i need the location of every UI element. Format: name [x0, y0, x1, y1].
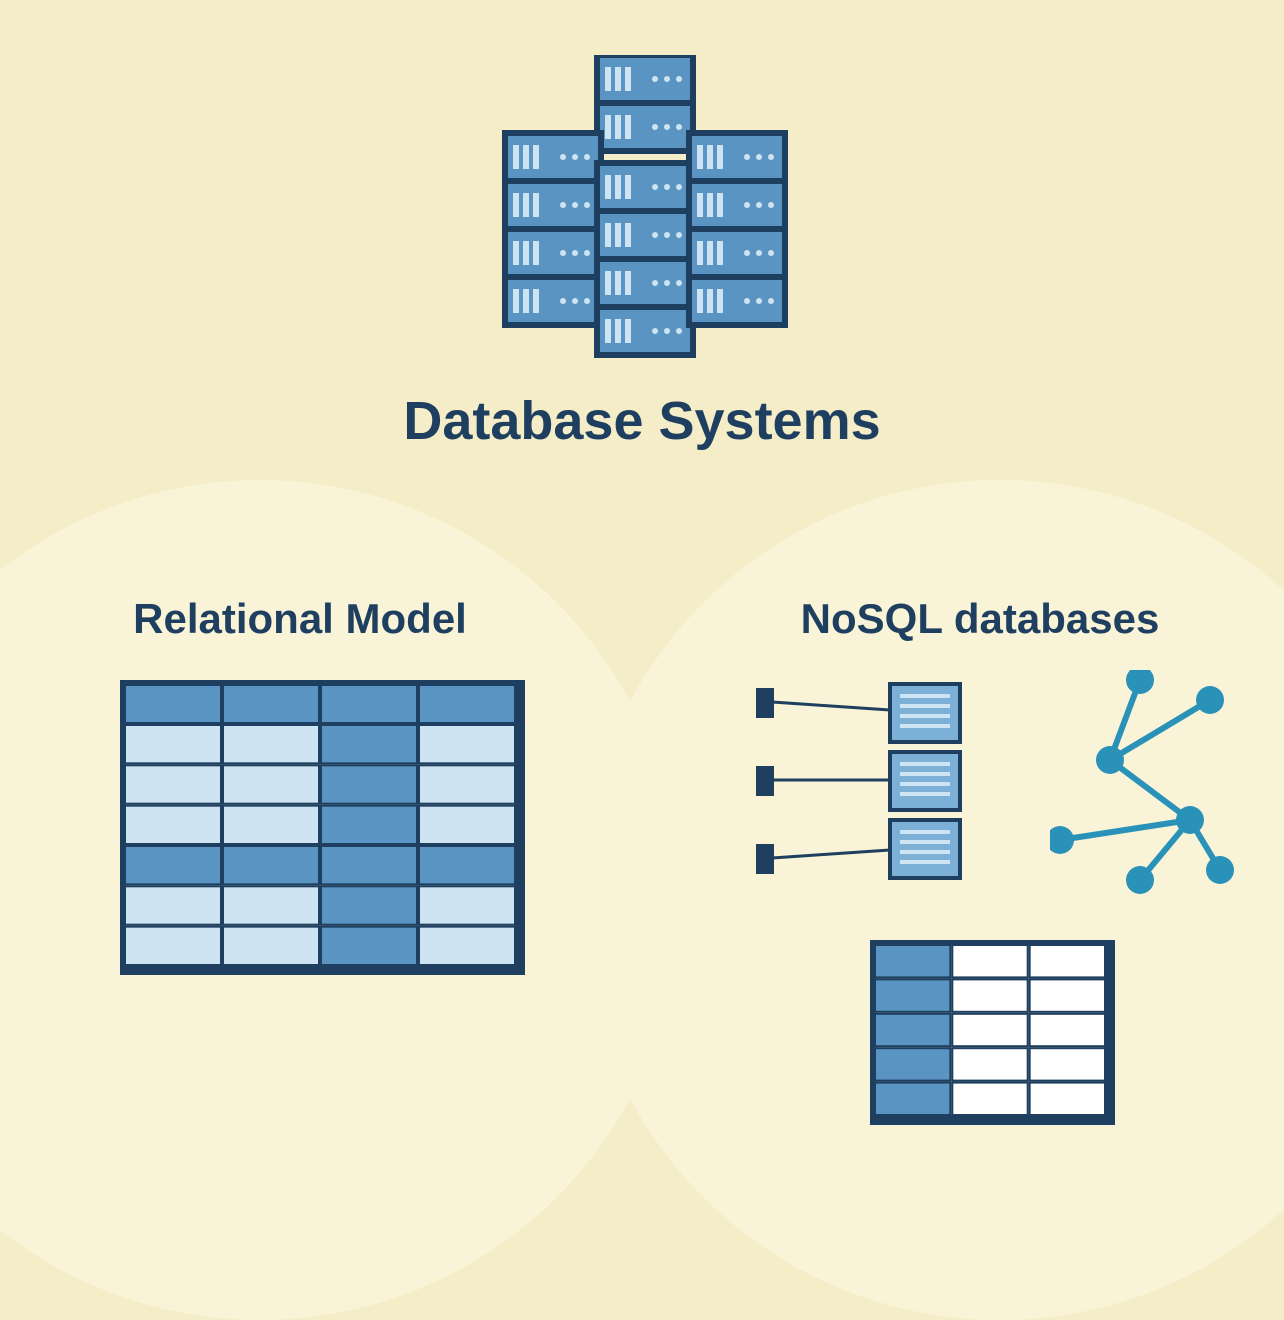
nosql-columnar-icon: [870, 940, 1120, 1130]
relational-table-icon: [120, 680, 530, 980]
servers-icon: [495, 55, 795, 365]
nosql-document-icon: [750, 680, 980, 910]
nosql-subtitle: NoSQL databases: [760, 595, 1200, 643]
main-title: Database Systems: [0, 390, 1284, 452]
relational-subtitle: Relational Model: [80, 595, 520, 643]
nosql-graph-icon: [1050, 670, 1250, 910]
